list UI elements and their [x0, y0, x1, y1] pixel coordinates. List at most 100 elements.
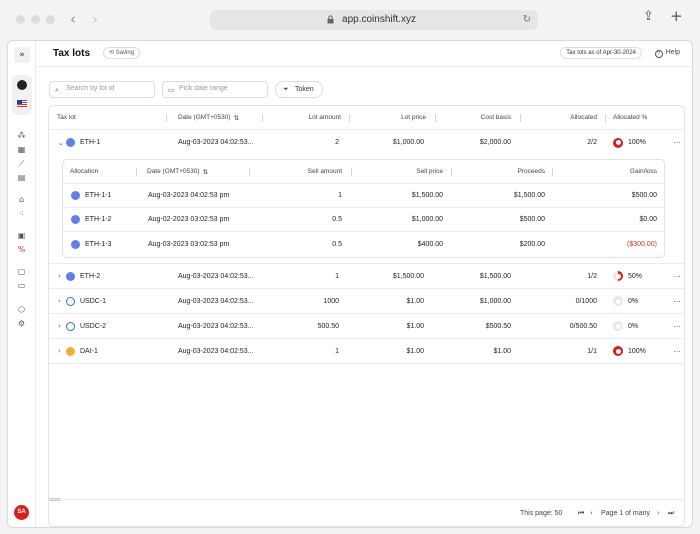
row-menu-icon[interactable]: ⋯ — [673, 296, 682, 306]
share-icon[interactable]: ⇪ — [643, 9, 654, 24]
help-button[interactable]: ? Help — [654, 49, 680, 58]
chevron-right-icon[interactable]: › — [58, 297, 61, 305]
line-chart-icon[interactable]: ⟋ — [18, 159, 25, 168]
lot-amount: 1 — [335, 272, 339, 280]
allocated: 2/2 — [587, 139, 597, 146]
chevron-right-icon[interactable]: › — [58, 322, 61, 330]
allocation-donut-icon — [613, 321, 623, 331]
row-menu-icon[interactable]: ⋯ — [673, 138, 682, 147]
last-page-icon[interactable]: ⏭ — [668, 508, 675, 517]
token-filter-label: Token — [295, 86, 314, 93]
window-close-dot[interactable] — [16, 15, 25, 24]
lot-price: $1.00 — [406, 347, 424, 355]
col-header-lot-amount: Lot amount — [308, 114, 341, 121]
prev-page-icon[interactable]: ‹ — [590, 509, 593, 517]
chevron-right-icon[interactable]: › — [58, 272, 61, 280]
allocation-id-cell: ETH-1-3 — [71, 232, 111, 256]
row-menu-icon[interactable]: ⋯ — [673, 321, 682, 331]
usdc-coin-icon — [66, 296, 75, 306]
forward-icon[interactable]: › — [92, 10, 98, 28]
settings-icon[interactable]: ⚙ — [17, 319, 26, 328]
lot-price: $1,000.00 — [392, 139, 424, 146]
chevron-right-icon[interactable]: › — [58, 347, 61, 355]
tax-lot-id: USDC-2 — [80, 322, 107, 330]
lot-amount: 2 — [335, 139, 339, 146]
lot-amount: 1000 — [323, 297, 339, 305]
allocated-pct: 50% — [613, 264, 642, 288]
table-row[interactable]: › USDC-2 Aug-03-2023 04:02:53... 500.50 $… — [49, 314, 684, 339]
tax-lot-id: DAI-1 — [80, 347, 98, 355]
col-header-tax-lot: Tax lot — [57, 114, 76, 121]
allocated-pct-label: 100% — [628, 139, 646, 146]
row-menu-icon[interactable]: ⋯ — [673, 271, 682, 281]
pagination-bar: This page: 50 ⏮ ‹ Page 1 of many › ⏭ — [49, 499, 684, 526]
allocations-subtable: Allocation Date (GMT+0530) ⇅ Sell amount … — [62, 159, 665, 258]
proceeds: $500.00 — [519, 216, 545, 223]
allocation-id-cell: ETH-1-1 — [71, 184, 111, 207]
allocation-row[interactable]: ETH-1-3 Aug-03-2023 03:02:53 pm 0.5 $400… — [63, 232, 664, 256]
lot-price: $1,500.00 — [392, 272, 424, 280]
address-bar[interactable]: app.coinshift.xyz ↻ — [210, 10, 538, 30]
tax-lot-cell: › USDC-2 — [58, 314, 106, 338]
lot-date: Aug-03-2023 04:02:53... — [178, 272, 254, 280]
report-icon[interactable]: ▣ — [17, 231, 26, 240]
allocation-row[interactable]: ETH-1-1 Aug-03-2023 04:02:53 pm 1 $1,500… — [63, 184, 664, 208]
first-page-icon[interactable]: ⏮ — [578, 508, 585, 517]
token-filter-button[interactable]: ⏷ Token — [275, 81, 323, 98]
cube-icon[interactable]: ⬡ — [18, 305, 25, 314]
sort-icon[interactable]: ⇅ — [202, 167, 209, 176]
search-icon: ⌕ — [55, 86, 59, 94]
wallet-icon[interactable]: ▭ — [17, 281, 26, 290]
ledger-icon[interactable]: ▢ — [17, 267, 26, 276]
allocated-pct-label: 50% — [628, 272, 643, 280]
main-content: Tax lots ⟲ Saving Tax lots as of Apr-30-… — [36, 41, 692, 527]
reload-icon[interactable]: ↻ — [522, 14, 531, 25]
document-icon[interactable]: ▤ — [17, 173, 26, 182]
usdc-coin-icon — [66, 321, 75, 331]
help-icon: ? — [654, 50, 663, 58]
search-input[interactable] — [66, 85, 150, 92]
chart-nodes-icon[interactable]: ⁂ — [17, 131, 26, 140]
table-row[interactable]: › DAI-1 Aug-03-2023 04:02:53... 1 $1.00 $… — [49, 339, 684, 364]
page-size-label[interactable]: This page: 50 — [520, 509, 563, 517]
percent-icon[interactable]: % — [17, 245, 26, 254]
browser-chrome: ‹ › app.coinshift.xyz ↻ ⇪ + — [0, 0, 700, 38]
allocation-date: Aug-02-2023 03:02:53 pm — [148, 216, 230, 223]
org-switcher[interactable] — [12, 75, 32, 115]
lock-icon — [327, 15, 334, 24]
allocated-pct: 100% — [613, 130, 646, 155]
date-range-box: ▭ — [162, 81, 268, 98]
app-window: » ⁂ ▦ ⟋ ▤ ⌂ ⁖ ▣ % ▢ ▭ ⬡ ⚙ SA Tax lots ⟲ … — [7, 40, 693, 528]
date-range-input[interactable] — [179, 85, 263, 92]
sort-icon[interactable]: ⇅ — [233, 113, 240, 122]
eth-coin-icon — [71, 239, 80, 249]
back-icon[interactable]: ‹ — [70, 10, 76, 28]
expand-sidebar-button[interactable]: » — [14, 47, 30, 63]
col-header-date[interactable]: Date (GMT+0530) ⇅ — [178, 106, 239, 129]
allocation-date: Aug-03-2023 04:02:53 pm — [148, 192, 230, 199]
network-icon[interactable]: ⁖ — [19, 209, 24, 218]
new-tab-icon[interactable]: + — [670, 7, 683, 25]
bank-icon[interactable]: ⌂ — [18, 195, 25, 204]
allocation-row[interactable]: ETH-1-2 Aug-02-2023 03:02:53 pm 0.5 $1,0… — [63, 208, 664, 232]
window-zoom-dot[interactable] — [46, 15, 55, 24]
next-page-icon[interactable]: › — [657, 509, 660, 517]
sub-col-header-date[interactable]: Date (GMT+0530) ⇅ — [147, 160, 208, 183]
page-title: Tax lots — [53, 48, 91, 59]
avatar[interactable]: SA — [14, 505, 29, 520]
table-row[interactable]: › ETH-2 Aug-03-2023 04:02:53... 1 $1,500.… — [49, 264, 684, 289]
table-row[interactable]: › USDC-1 Aug-03-2023 04:02:53... 1000 $1.… — [49, 289, 684, 314]
chevron-down-icon[interactable]: ⌄ — [58, 138, 64, 147]
gain-loss: ($300.00) — [627, 240, 657, 248]
table-row[interactable]: ⌄ ETH-1 Aug-03-2023 04:02:53... 2 $1,000… — [49, 130, 684, 264]
grid-icon[interactable]: ▦ — [17, 145, 26, 154]
sell-price: $1,000.00 — [411, 216, 443, 223]
tax-lot-id: ETH-2 — [80, 272, 101, 280]
row-menu-icon[interactable]: ⋯ — [673, 346, 682, 356]
org-logo-icon — [17, 80, 27, 90]
col-header-date-label: Date (GMT+0530) — [178, 114, 231, 121]
window-minimize-dot[interactable] — [31, 15, 40, 24]
url-text: app.coinshift.xyz — [342, 14, 416, 25]
saving-badge: ⟲ Saving — [103, 47, 141, 59]
tax-lot-cell: › ETH-2 — [58, 264, 100, 288]
